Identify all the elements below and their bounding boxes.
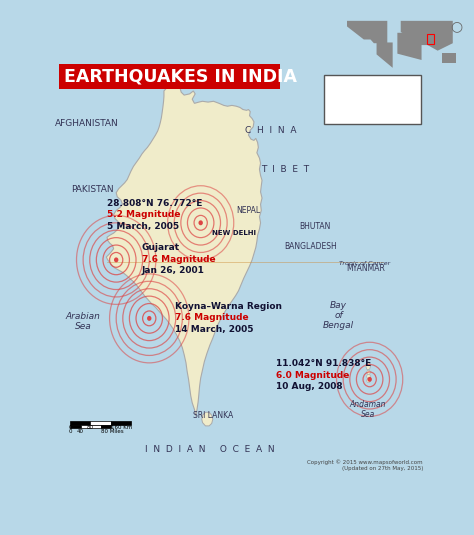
Text: Koyna–Warna Region: Koyna–Warna Region <box>175 302 282 310</box>
Text: BHUTAN: BHUTAN <box>299 223 330 232</box>
Text: 40: 40 <box>77 429 84 434</box>
Polygon shape <box>376 42 392 68</box>
Text: MYANMAR: MYANMAR <box>346 264 385 273</box>
Circle shape <box>147 316 152 321</box>
Polygon shape <box>442 52 456 63</box>
Text: T  I  B  E  T: T I B E T <box>261 165 309 174</box>
FancyBboxPatch shape <box>110 422 131 425</box>
Circle shape <box>367 370 370 374</box>
Polygon shape <box>202 412 213 426</box>
Text: SRI LANKA: SRI LANKA <box>193 411 234 419</box>
Polygon shape <box>401 21 453 51</box>
Text: BANGLADESH: BANGLADESH <box>284 242 337 251</box>
Text: 10 Aug, 2008: 10 Aug, 2008 <box>276 382 343 391</box>
Circle shape <box>367 377 372 382</box>
FancyBboxPatch shape <box>101 425 110 429</box>
Text: 0: 0 <box>69 425 72 431</box>
Text: 5.2 Magnitude: 5.2 Magnitude <box>107 210 181 219</box>
Text: EARTHQUAKES IN INDIA: EARTHQUAKES IN INDIA <box>64 67 297 86</box>
Circle shape <box>199 220 203 225</box>
FancyBboxPatch shape <box>81 425 101 429</box>
Text: Gujarat: Gujarat <box>142 243 180 252</box>
Text: Bay
of
Bengal: Bay of Bengal <box>323 301 354 331</box>
Text: 14 March, 2005: 14 March, 2005 <box>175 325 254 334</box>
Text: 160 Km: 160 Km <box>110 425 132 431</box>
Text: Andaman
Sea: Andaman Sea <box>349 400 386 419</box>
Text: PAKISTAN: PAKISTAN <box>71 185 114 194</box>
Text: AFGHANISTAN: AFGHANISTAN <box>55 119 118 128</box>
Text: 28.808°N 76.772°E: 28.808°N 76.772°E <box>107 198 202 208</box>
Circle shape <box>114 257 118 262</box>
Text: ○: ○ <box>450 19 462 34</box>
FancyBboxPatch shape <box>70 425 81 429</box>
Polygon shape <box>397 33 421 60</box>
Circle shape <box>367 379 370 383</box>
Text: 5 March, 2005: 5 March, 2005 <box>107 221 179 231</box>
Text: 7.6 Magnitude: 7.6 Magnitude <box>175 313 248 322</box>
Text: 80: 80 <box>87 425 94 431</box>
Text: Tropic of Cancer: Tropic of Cancer <box>338 262 390 266</box>
Text: 11.042°N 91.838°E: 11.042°N 91.838°E <box>276 359 371 368</box>
Text: I  N  D  I  A  N     O  C  E  A  N: I N D I A N O C E A N <box>145 445 274 454</box>
Polygon shape <box>347 21 387 43</box>
FancyBboxPatch shape <box>59 64 280 89</box>
Text: C  H  I  N  A: C H I N A <box>245 126 296 135</box>
Text: Jan 26, 2001: Jan 26, 2001 <box>142 266 205 275</box>
FancyBboxPatch shape <box>91 422 110 425</box>
Text: 7.6 Magnitude: 7.6 Magnitude <box>142 255 216 264</box>
Polygon shape <box>106 77 262 416</box>
Text: 0: 0 <box>69 429 72 434</box>
Text: 6.0 Magnitude: 6.0 Magnitude <box>276 371 349 380</box>
Polygon shape <box>366 362 371 370</box>
Text: NEPAL: NEPAL <box>237 206 261 215</box>
Text: 80 Miles: 80 Miles <box>101 429 123 434</box>
FancyBboxPatch shape <box>324 75 421 124</box>
Circle shape <box>367 374 370 379</box>
Text: NEW DELHI: NEW DELHI <box>212 230 255 236</box>
Text: Arabian
Sea: Arabian Sea <box>66 312 100 331</box>
FancyBboxPatch shape <box>70 422 91 425</box>
Text: Copyright © 2015 www.mapsofworld.com
(Updated on 27th May, 2015): Copyright © 2015 www.mapsofworld.com (Up… <box>307 460 423 471</box>
